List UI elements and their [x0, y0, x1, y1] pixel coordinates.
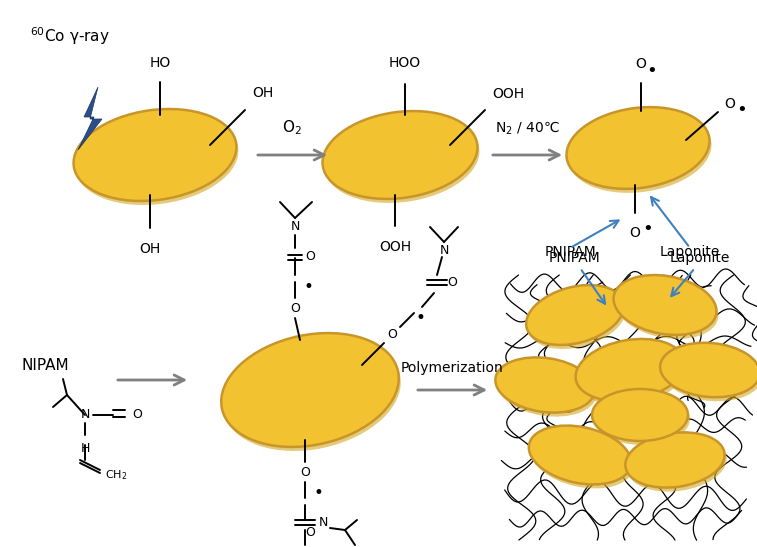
Ellipse shape — [221, 333, 399, 447]
Ellipse shape — [613, 275, 716, 335]
Text: N: N — [318, 516, 328, 529]
Ellipse shape — [662, 347, 757, 401]
Text: Laponite: Laponite — [660, 245, 720, 259]
Text: •: • — [303, 278, 313, 296]
Ellipse shape — [625, 432, 724, 487]
Text: O: O — [290, 301, 300, 315]
Ellipse shape — [497, 362, 597, 417]
Ellipse shape — [495, 357, 595, 412]
Ellipse shape — [223, 337, 400, 451]
Text: O: O — [636, 57, 646, 71]
Ellipse shape — [529, 426, 631, 485]
Ellipse shape — [322, 111, 478, 199]
Text: N: N — [439, 243, 449, 257]
Text: PNIPAM: PNIPAM — [549, 251, 601, 265]
Text: Laponite: Laponite — [670, 251, 731, 265]
Text: Polymerization: Polymerization — [400, 361, 503, 375]
Text: O: O — [305, 526, 315, 538]
Text: H: H — [80, 442, 89, 455]
Text: N: N — [291, 220, 300, 234]
Text: O: O — [300, 465, 310, 479]
Polygon shape — [78, 87, 102, 150]
Ellipse shape — [628, 437, 727, 492]
Text: O: O — [305, 251, 315, 264]
Ellipse shape — [615, 279, 718, 339]
Text: PNIPAM: PNIPAM — [544, 245, 596, 259]
Ellipse shape — [526, 285, 624, 345]
Ellipse shape — [569, 111, 712, 193]
Text: •: • — [313, 484, 323, 502]
Text: N$_2$ / 40℃: N$_2$ / 40℃ — [494, 120, 559, 137]
Ellipse shape — [73, 109, 236, 201]
Text: •: • — [736, 101, 746, 119]
Text: NIPAM: NIPAM — [21, 358, 69, 373]
Text: O: O — [132, 409, 142, 422]
Text: OH: OH — [139, 242, 160, 256]
Ellipse shape — [575, 339, 684, 401]
Text: •: • — [415, 309, 425, 327]
Text: O: O — [630, 226, 640, 240]
Text: CH$_2$: CH$_2$ — [105, 468, 127, 482]
Text: HO: HO — [149, 56, 170, 70]
Ellipse shape — [528, 289, 626, 349]
Text: •: • — [646, 62, 657, 80]
Ellipse shape — [566, 107, 709, 189]
Text: OH: OH — [252, 86, 273, 100]
Ellipse shape — [325, 115, 479, 203]
Text: OOH: OOH — [492, 87, 524, 101]
Ellipse shape — [531, 429, 633, 488]
Ellipse shape — [578, 343, 687, 405]
Ellipse shape — [592, 389, 688, 441]
Text: O: O — [447, 276, 457, 288]
Text: O$_2$: O$_2$ — [282, 118, 302, 137]
Text: HOO: HOO — [389, 56, 421, 70]
Ellipse shape — [660, 343, 757, 397]
Text: O: O — [387, 329, 397, 341]
Ellipse shape — [76, 113, 238, 205]
Text: N: N — [80, 409, 89, 422]
Text: •: • — [643, 220, 653, 238]
Ellipse shape — [594, 393, 690, 445]
Text: OOH: OOH — [379, 240, 411, 254]
Text: O: O — [724, 97, 735, 111]
Text: $^{60}$Co γ-ray: $^{60}$Co γ-ray — [30, 25, 110, 46]
